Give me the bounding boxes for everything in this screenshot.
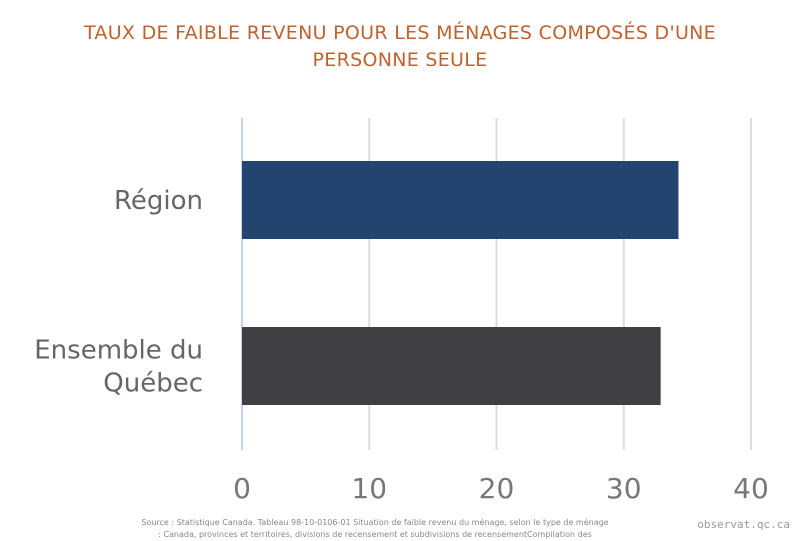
x-tick-label-10: 10: [351, 472, 387, 505]
x-tick-label-40: 40: [733, 472, 769, 505]
bar-ensemble-du-québec: [242, 327, 661, 405]
watermark: observat.qc.ca: [697, 518, 790, 531]
chart-title: TAUX DE FAIBLE REVENU POUR LES MÉNAGES C…: [0, 20, 800, 74]
x-tick-label-20: 20: [479, 472, 515, 505]
category-label: Québec: [103, 369, 203, 399]
chart-title-line-2: PERSONNE SEULE: [312, 49, 488, 71]
category-label: Région: [114, 186, 203, 216]
category-label: Ensemble du: [34, 336, 203, 366]
x-tick-label-30: 30: [606, 472, 642, 505]
chart-title-line-1: TAUX DE FAIBLE REVENU POUR LES MÉNAGES C…: [83, 22, 716, 44]
source-line-2: : Canada, provinces et territoires, divi…: [158, 530, 592, 539]
source-note: Source : Statistique Canada. Tableau 98-…: [0, 517, 750, 541]
source-line-1: Source : Statistique Canada. Tableau 98-…: [141, 518, 609, 527]
x-tick-label-0: 0: [233, 472, 251, 505]
bar-région: [242, 161, 679, 239]
